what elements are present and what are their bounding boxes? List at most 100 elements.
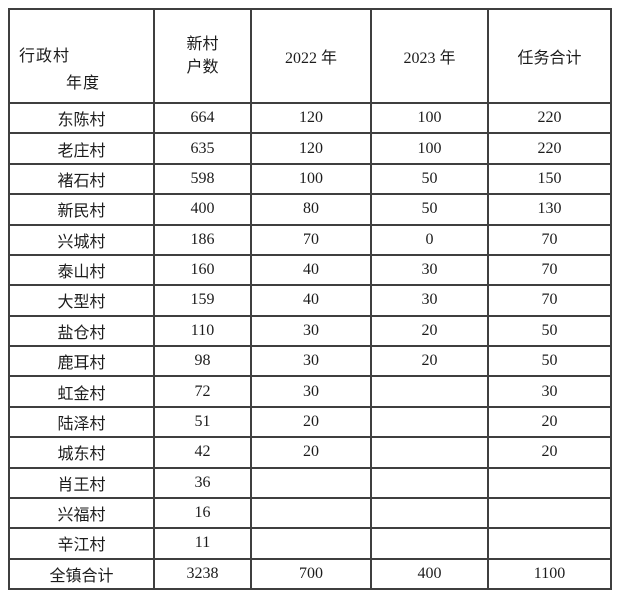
households-cell: 42 [153, 436, 252, 469]
year-2023-cell [370, 436, 489, 469]
table-row: 褚石村 598 100 50 150 [8, 162, 612, 196]
header-year-label: 年度 [66, 75, 101, 92]
village-name-cell: 老庄村 [8, 132, 155, 165]
households-cell: 635 [153, 132, 252, 165]
year-2023-cell: 30 [370, 253, 489, 287]
year-2022-cell: 40 [250, 253, 372, 287]
table-row: 肖王村 36 [8, 466, 612, 499]
year-2023-cell: 100 [370, 132, 489, 165]
table-row: 陆泽村 51 20 20 [8, 405, 612, 439]
year-2022-cell: 30 [250, 375, 372, 408]
table-body: 东陈村 664 120 100 220 老庄村 635 120 100 220 褚石村 598 100 5… [8, 101, 612, 591]
year-2023-cell: 400 [370, 557, 489, 591]
table-row: 兴城村 186 70 0 70 [8, 223, 612, 256]
village-task-table: 行政村 年度 新村 户数 2022 年 2023 年 任务合计 东陈村 664 12… [8, 8, 612, 591]
table-row: 城东村 42 20 20 [8, 436, 612, 469]
table-row: 老庄村 635 120 100 220 [8, 132, 612, 165]
table-row: 盐仓村 110 30 20 50 [8, 314, 612, 348]
task-total-cell: 30 [487, 375, 612, 408]
households-cell: 11 [153, 527, 252, 560]
task-total-cell: 70 [487, 284, 612, 317]
households-cell: 598 [153, 162, 252, 196]
village-name-cell: 鹿耳村 [8, 344, 155, 378]
year-2023-cell [370, 375, 489, 408]
table-row: 兴福村 16 [8, 496, 612, 530]
village-name-cell: 泰山村 [8, 253, 155, 287]
table-row: 虹金村 72 30 30 [8, 375, 612, 408]
header-task-total-cell: 任务合计 [487, 8, 612, 104]
village-name-cell: 城东村 [8, 436, 155, 469]
households-cell: 51 [153, 405, 252, 439]
year-2023-cell: 50 [370, 193, 489, 226]
total-row: 全镇合计 3238 700 400 1100 [8, 557, 612, 591]
header-2022-cell: 2022 年 [250, 8, 372, 104]
year-2023-cell: 50 [370, 162, 489, 196]
year-2023-cell [370, 466, 489, 499]
households-cell: 16 [153, 496, 252, 530]
header-village-label: 行政村 [19, 48, 71, 65]
header-2023-cell: 2023 年 [370, 8, 489, 104]
households-cell: 98 [153, 344, 252, 378]
village-name-cell: 虹金村 [8, 375, 155, 408]
village-name-cell: 陆泽村 [8, 405, 155, 439]
year-2022-cell [250, 466, 372, 499]
year-2023-cell [370, 527, 489, 560]
households-cell: 160 [153, 253, 252, 287]
task-total-cell: 50 [487, 344, 612, 378]
village-name-cell: 东陈村 [8, 101, 155, 135]
year-2022-cell: 20 [250, 436, 372, 469]
year-2023-cell: 100 [370, 101, 489, 135]
households-cell: 159 [153, 284, 252, 317]
task-total-cell: 220 [487, 101, 612, 135]
year-2022-cell [250, 527, 372, 560]
task-total-cell: 70 [487, 223, 612, 256]
task-total-cell [487, 527, 612, 560]
year-2022-cell: 80 [250, 193, 372, 226]
year-2022-cell [250, 496, 372, 530]
village-name-cell: 兴城村 [8, 223, 155, 256]
village-name-cell: 新民村 [8, 193, 155, 226]
year-2022-cell: 100 [250, 162, 372, 196]
task-total-cell: 130 [487, 193, 612, 226]
households-cell: 110 [153, 314, 252, 348]
households-cell: 664 [153, 101, 252, 135]
year-2022-cell: 70 [250, 223, 372, 256]
village-name-cell: 辛江村 [8, 527, 155, 560]
village-name-cell: 全镇合计 [8, 557, 155, 591]
header-corner-cell: 行政村 年度 [8, 8, 155, 104]
task-total-cell: 220 [487, 132, 612, 165]
task-total-cell: 150 [487, 162, 612, 196]
task-total-cell: 70 [487, 253, 612, 287]
year-2022-cell: 40 [250, 284, 372, 317]
header-households-line2: 户数 [186, 59, 219, 76]
year-2022-cell: 700 [250, 557, 372, 591]
year-2022-cell: 120 [250, 101, 372, 135]
table-row: 泰山村 160 40 30 70 [8, 253, 612, 287]
table-row: 新民村 400 80 50 130 [8, 193, 612, 226]
header-row: 行政村 年度 新村 户数 2022 年 2023 年 任务合计 [8, 8, 612, 104]
task-total-cell: 20 [487, 436, 612, 469]
task-total-cell [487, 466, 612, 499]
table-row: 东陈村 664 120 100 220 [8, 101, 612, 135]
year-2023-cell: 20 [370, 314, 489, 348]
table-row: 大型村 159 40 30 70 [8, 284, 612, 317]
year-2022-cell: 20 [250, 405, 372, 439]
task-total-cell: 20 [487, 405, 612, 439]
year-2023-cell: 0 [370, 223, 489, 256]
year-2022-cell: 30 [250, 344, 372, 378]
header-households-cell: 新村 户数 [153, 8, 252, 104]
village-name-cell: 肖王村 [8, 466, 155, 499]
year-2023-cell [370, 496, 489, 530]
year-2023-cell [370, 405, 489, 439]
households-cell: 3238 [153, 557, 252, 591]
table-header: 行政村 年度 新村 户数 2022 年 2023 年 任务合计 [8, 8, 612, 104]
task-total-cell: 1100 [487, 557, 612, 591]
year-2023-cell: 30 [370, 284, 489, 317]
households-cell: 186 [153, 223, 252, 256]
table-row: 鹿耳村 98 30 20 50 [8, 344, 612, 378]
task-total-cell [487, 496, 612, 530]
village-name-cell: 兴福村 [8, 496, 155, 530]
year-2022-cell: 30 [250, 314, 372, 348]
village-name-cell: 褚石村 [8, 162, 155, 196]
